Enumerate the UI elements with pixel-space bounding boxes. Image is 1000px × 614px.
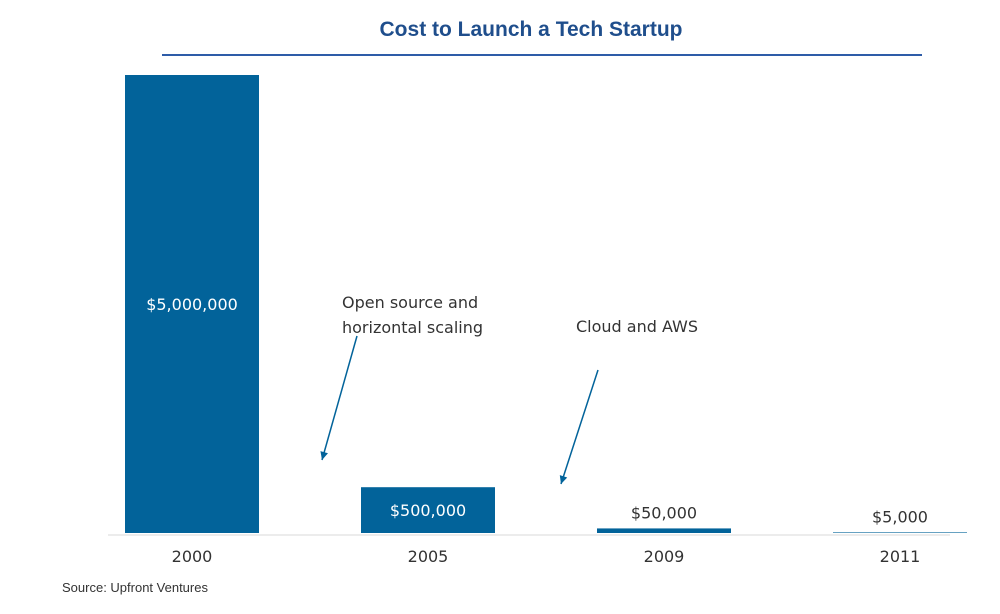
annotation-arrow-line [560, 369, 599, 485]
annotation-text: Cloud and AWS [576, 317, 698, 336]
chart-title: Cost to Launch a Tech Startup [380, 18, 683, 41]
x-axis-ticks: 2000 2005 2009 2011 [172, 547, 921, 566]
value-label-2005: $500,000 [390, 501, 466, 520]
annotation-text: Open source and [342, 293, 478, 312]
value-label-2000: $5,000,000 [146, 295, 238, 314]
bar-2005 [361, 487, 495, 533]
annotation-arrow-line [321, 335, 358, 461]
x-tick-2005: 2005 [408, 547, 449, 566]
bar-2011 [833, 532, 967, 533]
annotation-2: Cloud and AWS [559, 317, 698, 485]
x-tick-2011: 2011 [880, 547, 921, 566]
annotations: Open source and horizontal scaling Cloud a… [320, 293, 698, 485]
x-tick-2000: 2000 [172, 547, 213, 566]
annotation-text: horizontal scaling [342, 318, 483, 337]
x-tick-2009: 2009 [644, 547, 685, 566]
annotation-1: Open source and horizontal scaling [320, 293, 483, 461]
arrow-head-icon [559, 475, 568, 484]
bar-2000 [125, 75, 259, 533]
source-note: Source: Upfront Ventures [62, 580, 208, 595]
value-label-2011: $5,000 [872, 507, 928, 526]
value-label-2009: $50,000 [631, 503, 697, 522]
bar-2009 [597, 528, 731, 533]
arrow-head-icon [320, 451, 328, 460]
bars: $5,000,000 $500,000 $50,000 $5,000 [125, 75, 967, 533]
